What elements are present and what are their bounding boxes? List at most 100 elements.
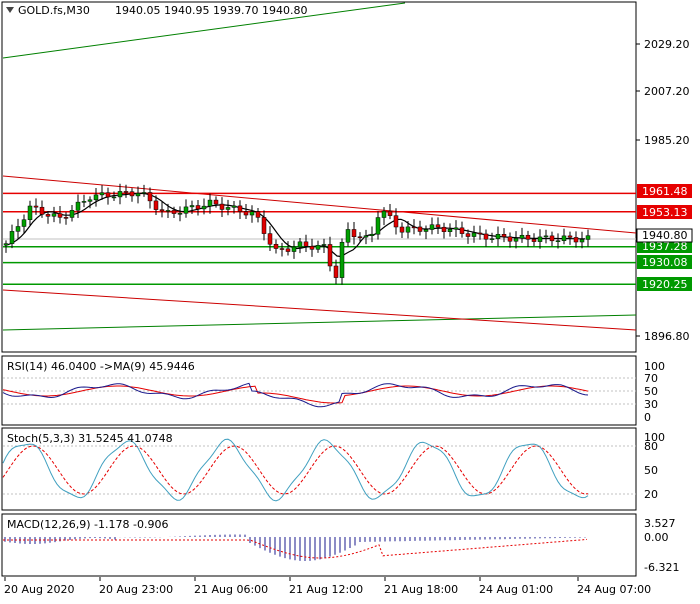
candle-body [75,201,81,211]
candle-body [549,235,555,242]
price-axis: 2029.20 2007.20 1985.20 1896.80 [636,38,690,343]
time-label-0: 20 Aug 2020 [4,583,74,596]
candle-body [39,206,45,215]
candle-body [435,224,441,228]
candle-body [249,211,255,216]
candle-body [579,239,585,243]
candle-body [165,210,171,212]
lower-red-trendline[interactable] [2,289,637,331]
candle-body [399,226,405,233]
level-label-1953: 1953.13 [642,206,688,219]
candle-body [405,226,411,233]
candle-body [417,226,423,232]
candle-body [123,191,129,193]
candle-body [339,241,345,278]
trendlines[interactable] [2,2,637,331]
macd-tick-max: 3.527 [644,517,676,530]
main-price-panel[interactable] [1,1,637,353]
chart-header: GOLD.fs,M30 1940.05 1940.95 1939.70 1940… [6,4,307,17]
candle-body [345,229,351,243]
candle-body [183,206,189,214]
time-label-5: 24 Aug 01:00 [479,583,553,596]
candle-body [243,211,249,216]
candle-body [21,219,27,227]
macd-tick-zero: 0.00 [644,531,669,544]
candle-body [135,193,141,197]
candle-body [585,235,591,240]
stoch-tick-20: 20 [644,488,658,501]
level-label-1930: 1930.08 [642,256,688,269]
level-label-1961: 1961.48 [642,185,688,198]
level-label-box-1920 [637,277,692,291]
time-label-1: 20 Aug 23:00 [99,583,173,596]
candle-body [573,237,579,243]
lower-green-trendline[interactable] [2,314,637,331]
candle-body [105,192,111,198]
rsi-tick-100: 100 [644,360,665,373]
collapse-triangle-icon[interactable] [6,7,14,13]
price-tick-1896: 1896.80 [644,330,690,343]
time-label-3: 21 Aug 12:00 [289,583,363,596]
rsi-line [2,382,589,408]
candle-body [147,192,153,202]
candle-body [543,235,549,238]
candle-body [27,205,33,220]
candle-body [393,215,399,228]
candle-body [111,196,117,199]
stoch-indicator: Stoch(5,3,3) 31.5245 41.0748 100 80 50 2… [2,431,665,502]
candle-body [363,235,369,238]
time-axis: 20 Aug 2020 20 Aug 23:00 21 Aug 06:00 21… [4,577,651,596]
stoch-panel[interactable] [1,427,637,511]
candle-body [357,236,363,239]
candle-body [387,210,393,216]
candle-body [351,229,357,238]
macd-tick-min: -6.321 [644,561,679,574]
macd-histogram [4,534,586,561]
candle-body [375,217,381,235]
candle-body [513,238,519,242]
candle-body [219,203,225,210]
time-label-2: 21 Aug 06:00 [194,583,268,596]
candle-body [3,243,9,246]
stoch-tick-80: 80 [644,440,658,453]
upper-green-trendline[interactable] [2,2,406,59]
stoch-main-line [2,438,589,502]
stoch-signal-line [2,445,589,495]
stoch-title: Stoch(5,3,3) 31.5245 41.0748 [7,432,173,445]
candle-body [117,191,123,198]
candle-body [57,213,63,218]
candle-body [447,228,453,232]
current-price-box [636,228,693,243]
candle-body [291,246,297,252]
candle-body [231,205,237,208]
level-labels: 1961.48 1953.13 1937.28 1930.08 1920.25 [637,184,692,291]
candle-body [207,199,213,207]
price-tick-2007: 2007.20 [644,85,690,98]
candle-body [531,239,537,242]
candle-body [189,205,195,208]
candle-body [369,233,375,236]
upper-red-trendline[interactable] [2,175,637,234]
candle-body [81,201,87,203]
candle-body [303,241,309,247]
candle-body [9,231,15,244]
candle-body [45,214,51,217]
candle-body [411,226,417,229]
candle-body [483,233,489,240]
candle-body [99,192,105,196]
level-label-1937: 1937.28 [642,240,688,253]
candle-body [567,235,573,238]
macd-panel[interactable] [1,513,637,577]
rsi-tick-30: 30 [644,398,658,411]
candle-body [453,227,459,230]
candle-body [495,234,501,239]
candle-body [285,248,291,252]
candle-body [519,234,525,239]
candle-body [507,236,513,242]
level-label-box-1930 [637,255,692,269]
candle-body [555,240,561,242]
candle-body [261,217,267,234]
price-tick-2029: 2029.20 [644,38,690,51]
